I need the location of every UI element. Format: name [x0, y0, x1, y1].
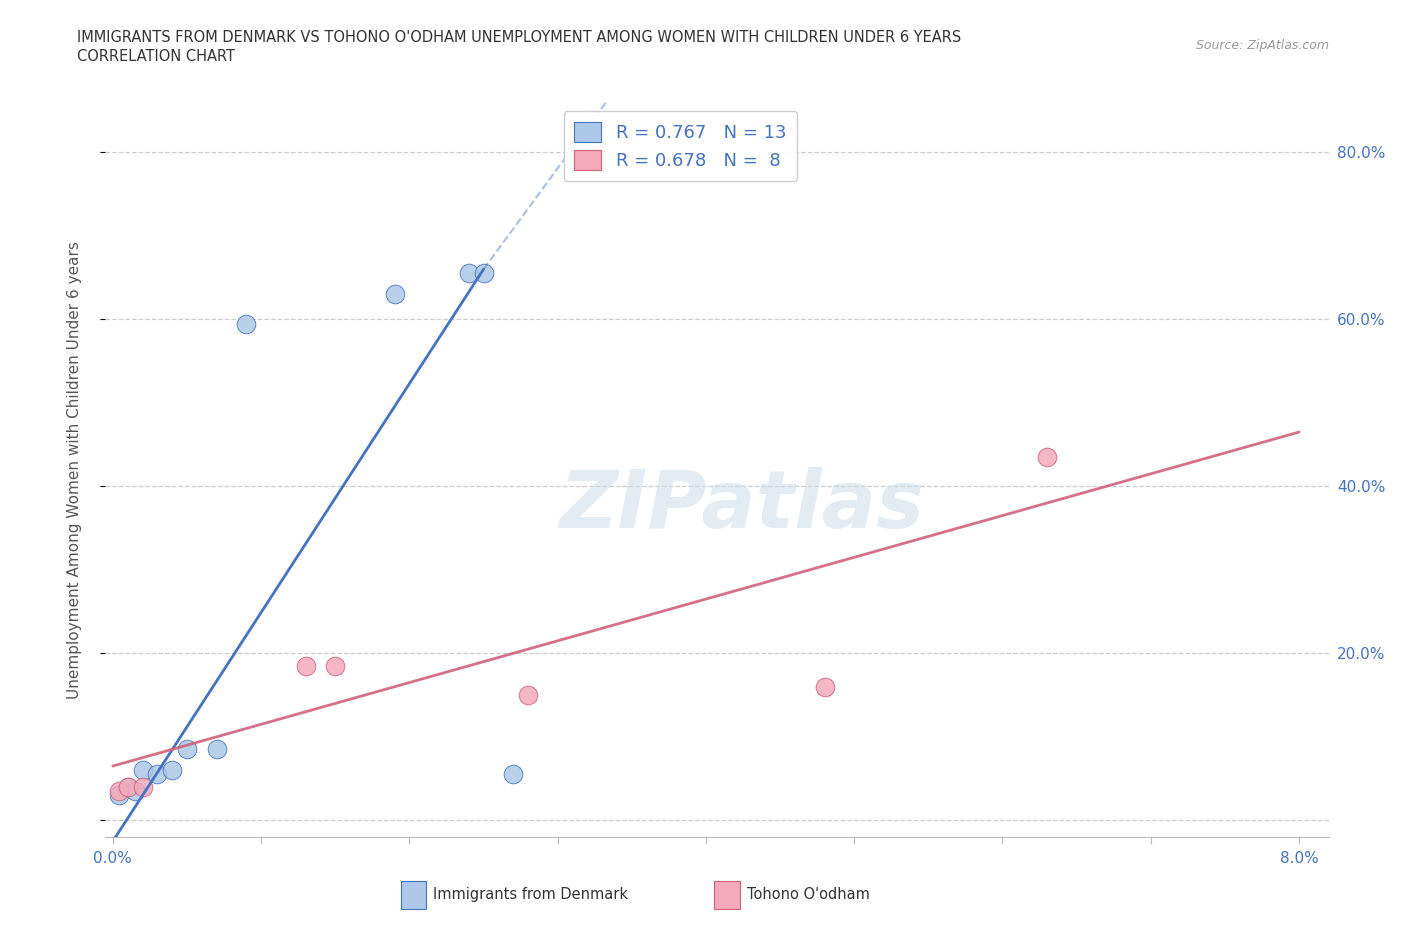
Point — [294, 658, 316, 673]
Point — [323, 658, 346, 673]
Point — [502, 767, 524, 782]
Point — [131, 763, 153, 777]
Text: Tohono O'odham: Tohono O'odham — [747, 887, 869, 902]
Y-axis label: Unemployment Among Women with Children Under 6 years: Unemployment Among Women with Children U… — [67, 241, 82, 698]
Point — [107, 784, 129, 799]
Point — [124, 784, 146, 799]
Point — [176, 742, 198, 757]
Point — [457, 266, 479, 281]
Point — [1036, 450, 1059, 465]
Point — [205, 742, 228, 757]
Point — [384, 286, 406, 301]
Text: CORRELATION CHART: CORRELATION CHART — [77, 49, 235, 64]
Text: Immigrants from Denmark: Immigrants from Denmark — [433, 887, 628, 902]
Text: Source: ZipAtlas.com: Source: ZipAtlas.com — [1195, 39, 1329, 52]
Point — [472, 266, 495, 281]
Legend: R = 0.767   N = 13, R = 0.678   N =  8: R = 0.767 N = 13, R = 0.678 N = 8 — [564, 112, 797, 181]
Text: ZIPatlas: ZIPatlas — [560, 468, 924, 545]
Point — [235, 316, 257, 331]
Point — [107, 788, 129, 803]
Point — [517, 687, 540, 702]
Point — [813, 679, 835, 694]
Point — [146, 767, 169, 782]
Point — [131, 779, 153, 794]
Point — [117, 779, 139, 794]
FancyBboxPatch shape — [401, 881, 426, 909]
Text: IMMIGRANTS FROM DENMARK VS TOHONO O'ODHAM UNEMPLOYMENT AMONG WOMEN WITH CHILDREN: IMMIGRANTS FROM DENMARK VS TOHONO O'ODHA… — [77, 30, 962, 45]
Point — [117, 779, 139, 794]
Point — [160, 763, 183, 777]
FancyBboxPatch shape — [714, 881, 740, 909]
